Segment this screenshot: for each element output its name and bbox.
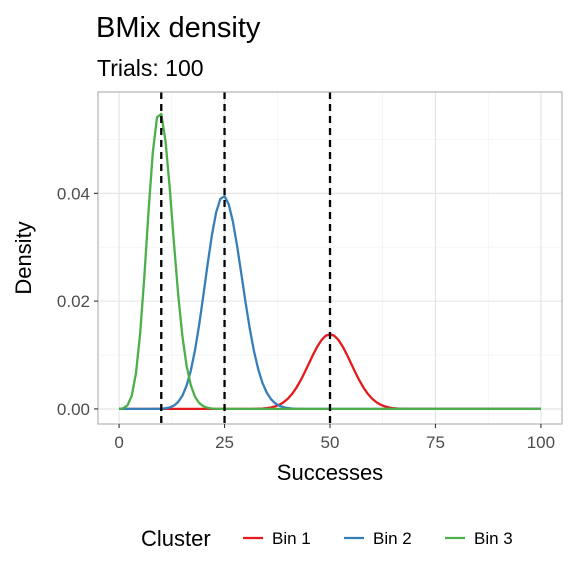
chart-subtitle: Trials: 100 <box>97 55 204 81</box>
legend: Cluster Bin 1 Bin 2 Bin 3 <box>141 526 513 551</box>
x-tick-label: 100 <box>527 433 555 452</box>
legend-label: Bin 2 <box>373 529 412 548</box>
x-tick-label: 25 <box>215 433 234 452</box>
chart-title: BMix density <box>96 12 261 44</box>
legend-label: Bin 1 <box>272 529 311 548</box>
legend-title: Cluster <box>141 526 211 551</box>
plot-panel <box>97 91 563 425</box>
y-axis-ticks: 0.00 0.02 0.04 <box>57 184 98 419</box>
y-axis-title: Density <box>11 221 36 294</box>
cluster-mean-lines <box>160 92 332 424</box>
x-tick-label: 50 <box>321 433 340 452</box>
x-tick-label: 0 <box>114 433 123 452</box>
y-tick-label: 0.02 <box>57 292 90 311</box>
y-tick-label: 0.00 <box>57 400 90 419</box>
x-axis-ticks: 0 25 50 75 100 <box>114 424 555 452</box>
x-tick-label: 75 <box>426 433 445 452</box>
x-axis-title: Successes <box>277 460 383 485</box>
legend-label: Bin 3 <box>474 529 513 548</box>
y-tick-label: 0.04 <box>57 184 90 203</box>
